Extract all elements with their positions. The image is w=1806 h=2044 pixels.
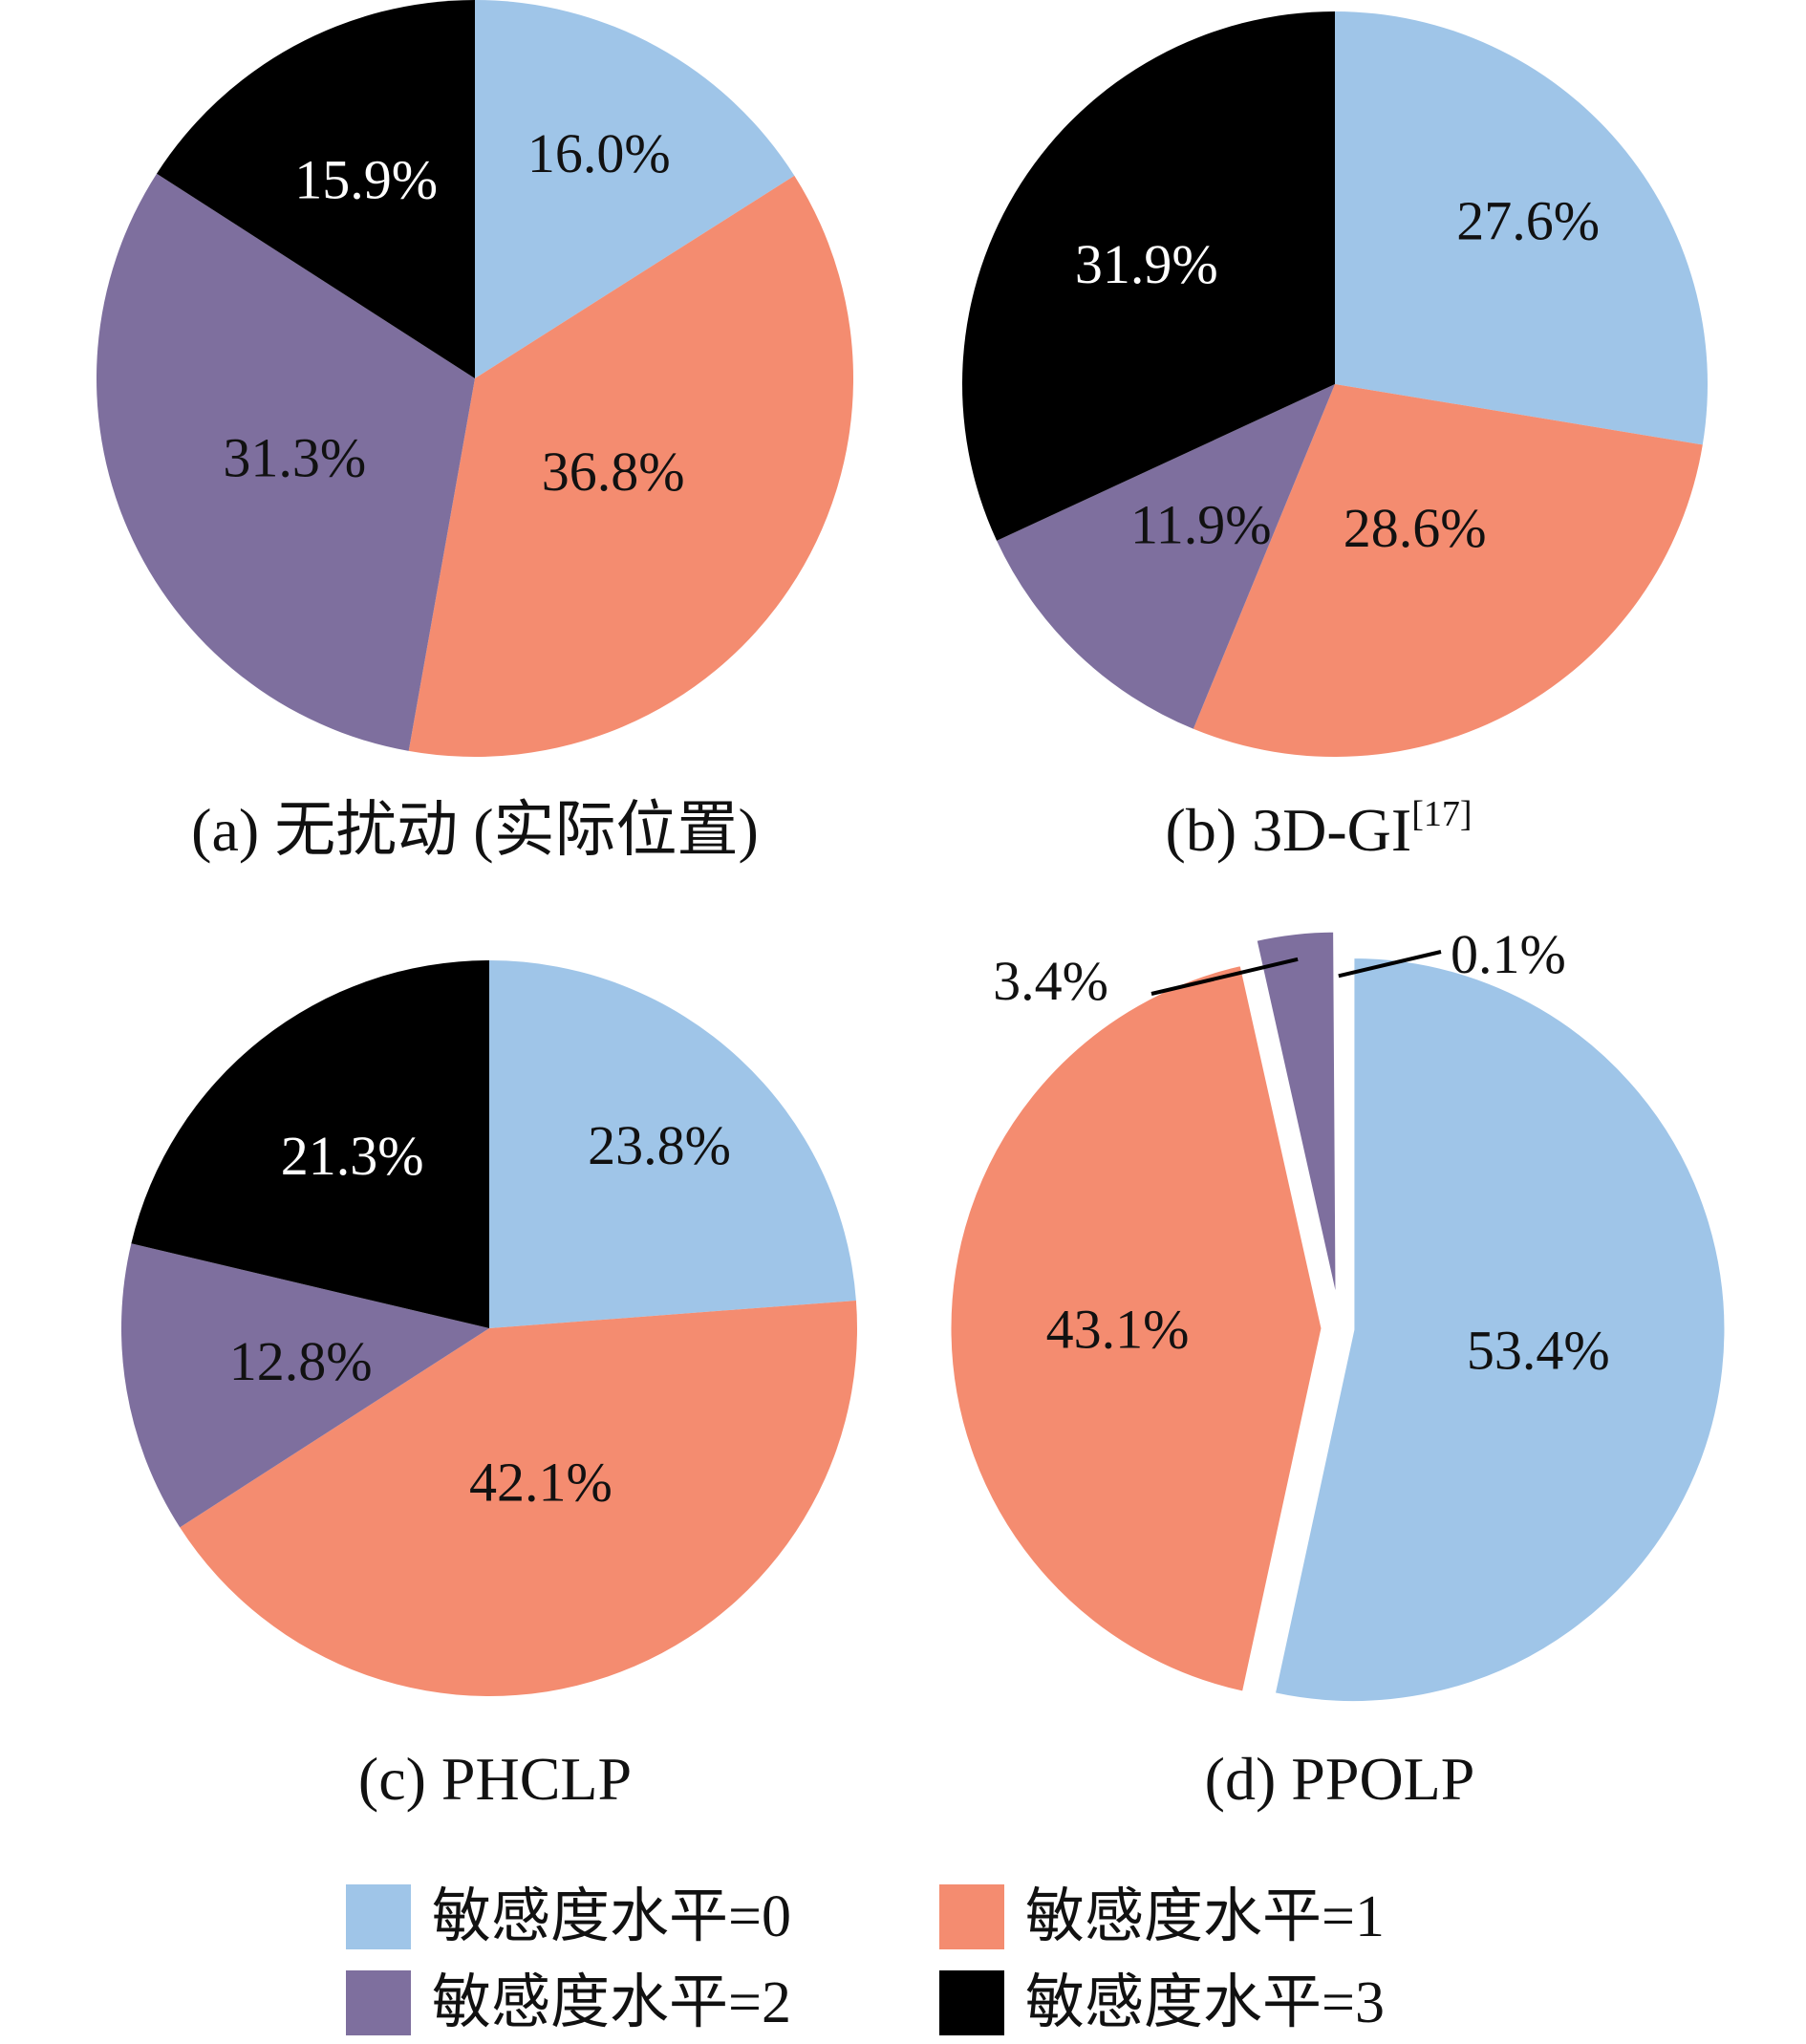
caption-b: (b) 3D-GI[17] bbox=[1166, 794, 1473, 864]
pie-c-slice-level1 bbox=[180, 1300, 858, 1696]
pie-a-label-level2: 31.3% bbox=[223, 426, 366, 488]
pie-b-label-level1: 28.6% bbox=[1344, 497, 1487, 559]
pie-a-slice-level1 bbox=[408, 175, 853, 757]
legend-swatch-level3 bbox=[939, 1970, 1004, 2035]
pie-c-label-level3: 21.3% bbox=[281, 1125, 424, 1187]
pie-d-label-level3: 0.1% bbox=[1451, 923, 1566, 985]
pie-b-slice-level0 bbox=[1335, 11, 1708, 445]
caption-a: (a) 无扰动 (实际位置) bbox=[191, 796, 759, 864]
pie-d-slice-level1 bbox=[948, 962, 1324, 1694]
legend-label-level1: 敏感度水平=1 bbox=[1025, 1884, 1385, 1949]
pie-b-slice-level2 bbox=[997, 384, 1335, 729]
pie-b-label-level2: 11.9% bbox=[1130, 494, 1272, 556]
pie-d-slice-level2 bbox=[1254, 929, 1339, 1304]
pie-d-label-level1: 43.1% bbox=[1046, 1299, 1190, 1361]
caption-c: (c) PHCLP bbox=[358, 1745, 632, 1813]
pie-c: 23.8% 42.1% 12.8% 21.3% bbox=[121, 960, 858, 1696]
caption-d: (d) PPOLP bbox=[1205, 1745, 1475, 1813]
pie-a-slice-level0 bbox=[475, 0, 795, 378]
legend-swatch-level1 bbox=[939, 1884, 1004, 1949]
pie-a-slice-level2 bbox=[97, 173, 476, 751]
legend-label-level2: 敏感度水平=2 bbox=[432, 1970, 791, 2035]
pie-a: 16.0% 36.8% 31.3% 15.9% bbox=[97, 0, 853, 757]
pie-a-label-level3: 15.9% bbox=[294, 148, 438, 210]
legend-swatch-level0 bbox=[346, 1884, 411, 1949]
pie-c-label-level2: 12.8% bbox=[229, 1330, 373, 1392]
pie-c-label-level0: 23.8% bbox=[588, 1114, 731, 1176]
pie-c-slice-level3 bbox=[131, 960, 490, 1328]
pie-b-label-level0: 27.6% bbox=[1456, 189, 1600, 251]
pie-d: 53.4% 43.1% 3.4% 0.1% bbox=[948, 923, 1728, 1704]
pie-d-slice-level3 bbox=[1336, 948, 1342, 1323]
legend-swatch-level2 bbox=[346, 1970, 411, 2035]
pie-a-label-level0: 16.0% bbox=[527, 122, 671, 184]
caption-b-citation: [17] bbox=[1411, 794, 1472, 834]
pie-c-slice-level0 bbox=[489, 960, 856, 1328]
pie-d-slice-level0 bbox=[1272, 955, 1728, 1704]
pie-b-slice-level1 bbox=[1193, 384, 1703, 758]
pie-b: 27.6% 28.6% 11.9% 31.9% bbox=[962, 11, 1708, 758]
pie-d-label-level0: 53.4% bbox=[1467, 1319, 1610, 1381]
pie-d-callout-level3 bbox=[1338, 950, 1442, 979]
pie-d-label-level2: 3.4% bbox=[993, 950, 1108, 1012]
pie-a-label-level1: 36.8% bbox=[542, 441, 685, 503]
legend-label-level0: 敏感度水平=0 bbox=[432, 1884, 791, 1949]
pie-c-slice-level2 bbox=[121, 1243, 490, 1528]
pie-c-label-level1: 42.1% bbox=[469, 1452, 613, 1514]
legend-label-level3: 敏感度水平=3 bbox=[1025, 1970, 1385, 2035]
pie-d-callout-level2 bbox=[1150, 957, 1299, 996]
pie-a-slice-level3 bbox=[156, 0, 475, 378]
legend: 敏感度水平=0 敏感度水平=1 敏感度水平=2 敏感度水平=3 bbox=[346, 1884, 1385, 2035]
caption-b-text: (b) 3D-GI bbox=[1166, 796, 1412, 864]
pie-charts: 16.0% 36.8% 31.3% 15.9% 27.6% 28.6% 11.9% 31.9%… bbox=[97, 0, 1728, 1704]
pie-b-slice-level3 bbox=[962, 11, 1335, 541]
pie-b-label-level3: 31.9% bbox=[1075, 233, 1218, 295]
